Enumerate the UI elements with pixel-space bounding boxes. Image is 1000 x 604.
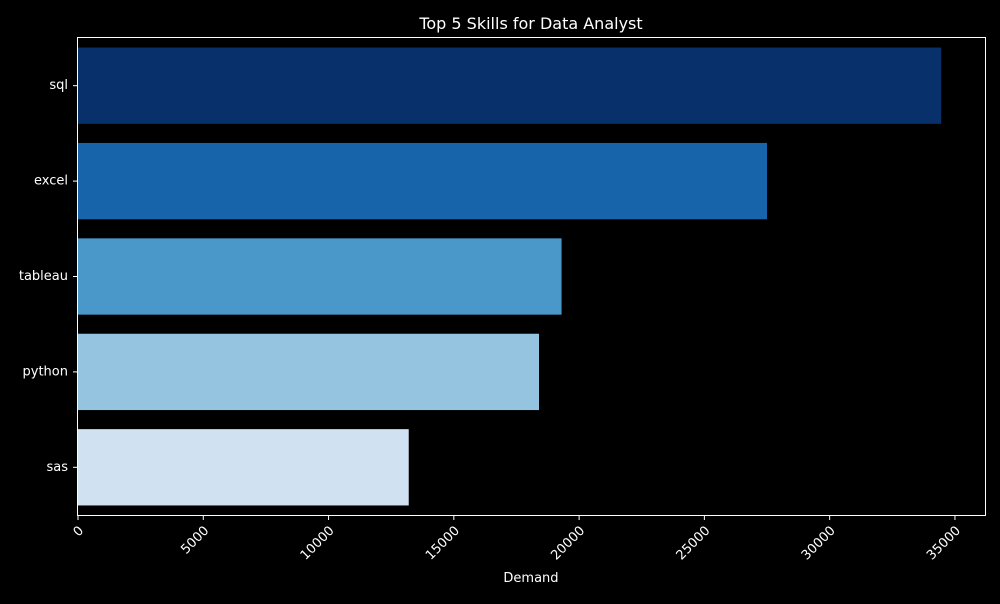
y-tick-label-python: python xyxy=(23,364,68,379)
x-tick-label: 30000 xyxy=(799,523,839,563)
bar-python xyxy=(78,333,540,411)
x-axis-label: Demand xyxy=(503,571,558,586)
y-tick-label-excel: excel xyxy=(34,174,68,189)
x-axis: 0 5000 10000 15000 20000 25000 30000 35000 xyxy=(71,515,964,563)
x-tick-label: 20000 xyxy=(548,523,588,563)
x-tick-label: 5000 xyxy=(178,523,212,557)
bar-tableau xyxy=(78,238,562,315)
x-tick-label: 25000 xyxy=(674,523,714,563)
y-tick-label-tableau: tableau xyxy=(19,269,68,284)
bar-sas xyxy=(78,429,409,506)
bar-excel xyxy=(78,142,768,220)
bars-layer xyxy=(78,47,942,506)
y-tick-label-sql: sql xyxy=(49,78,68,93)
x-tick-label: 0 xyxy=(71,523,87,539)
x-tick-label: 15000 xyxy=(423,523,463,563)
x-tick-label: 35000 xyxy=(924,523,964,563)
y-axis: sql excel tableau python sas xyxy=(19,78,78,475)
chart-title: Top 5 Skills for Data Analyst xyxy=(418,14,642,33)
x-tick-label: 10000 xyxy=(298,523,338,563)
bar-sql xyxy=(78,47,942,124)
y-tick-label-sas: sas xyxy=(46,460,68,475)
